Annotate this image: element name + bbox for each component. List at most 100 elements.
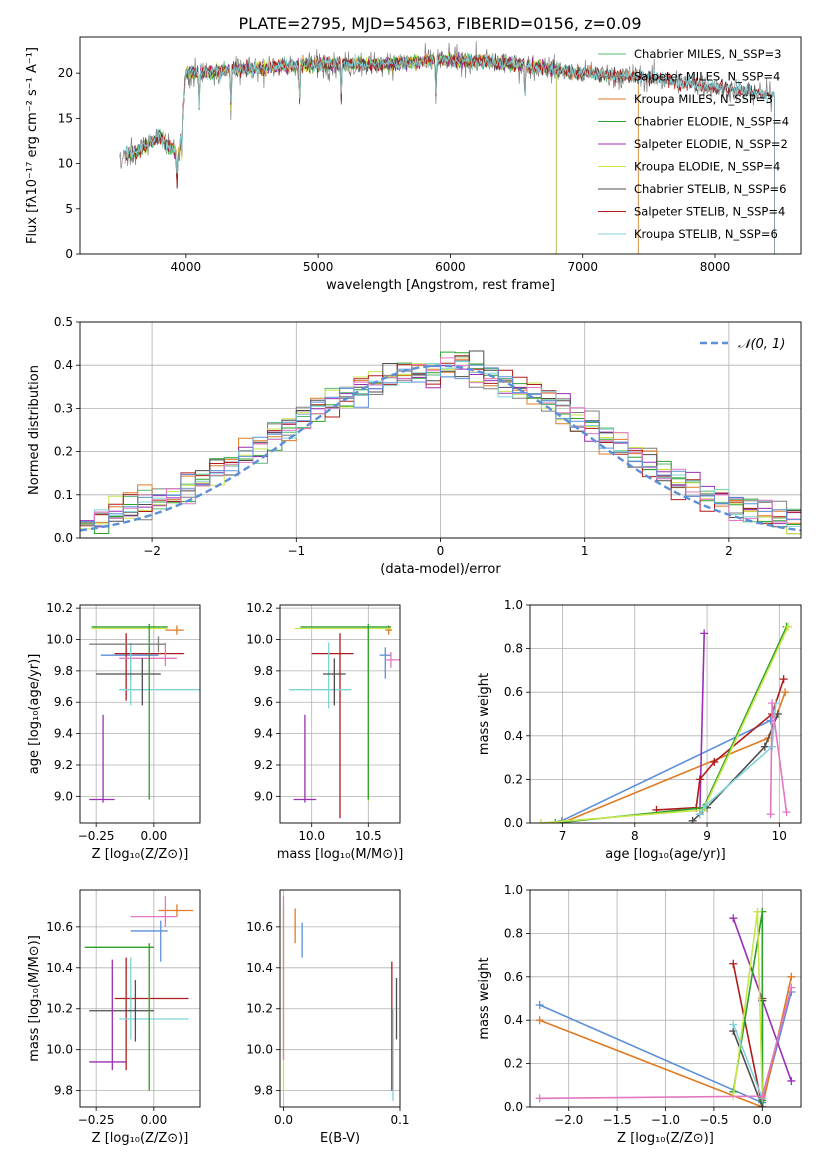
axes-frame xyxy=(79,604,201,824)
weight-marker xyxy=(535,1001,544,1010)
weight-marker xyxy=(695,775,704,784)
weight-marker xyxy=(557,819,566,823)
weight-line xyxy=(555,626,788,823)
weight-marker xyxy=(787,972,796,981)
mass-age-xtick-label: 10.5 xyxy=(355,829,382,843)
mass-age-ytick-label: 9.4 xyxy=(254,727,273,741)
axes-frame xyxy=(529,889,802,1108)
z-weight-plot xyxy=(535,907,796,1107)
errorbar-point xyxy=(89,636,166,653)
normal-curve xyxy=(80,364,801,532)
z-age-ytick-label: 10.2 xyxy=(46,601,73,615)
weight-marker xyxy=(758,1092,767,1101)
z-weight-ytick-label: 1.0 xyxy=(504,883,523,897)
errorbar-point xyxy=(130,896,177,927)
z-mass-ytick-label: 10.4 xyxy=(46,961,73,975)
errorbar-point xyxy=(89,714,115,803)
weight-marker xyxy=(782,808,791,817)
errorbar-point xyxy=(84,943,154,1091)
mass-age-xlabel: mass [log₁₀(M/M⊙)] xyxy=(277,847,404,862)
residuals-ytick-label: 0.4 xyxy=(54,358,73,372)
weight-line xyxy=(656,678,785,811)
residuals-legend: 𝒩(0, 1) xyxy=(700,337,785,352)
z-weight-ytick-label: 0.4 xyxy=(504,1013,523,1027)
age-weight-ytick-label: 0.4 xyxy=(504,729,523,743)
weight-marker xyxy=(695,810,704,819)
age-weight-plot xyxy=(536,622,792,823)
figure-title: PLATE=2795, MJD=54563, FIBERID=0156, z=0… xyxy=(238,14,641,33)
weight-marker xyxy=(781,688,790,697)
z-weight-ytick-label: 0.0 xyxy=(504,1100,523,1114)
spectrum-plot xyxy=(119,41,775,254)
axes-frame xyxy=(529,604,802,824)
z-age-ytick-label: 9.0 xyxy=(54,789,73,803)
spectrum-ylabel: Flux [fλ10⁻¹⁷ erg cm⁻² s⁻¹ A⁻¹] xyxy=(25,47,40,244)
legend-entry: Salpeter ELODIE, N_SSP=2 xyxy=(634,137,788,151)
legend-entry: Salpeter STELIB, N_SSP=4 xyxy=(634,205,785,219)
spectrum-axes: 4000 5000 6000 7000 8000 0 5 10 15 20 wavelength [… xyxy=(25,47,730,293)
weight-marker xyxy=(783,622,792,631)
weight-marker xyxy=(766,810,775,819)
ebv-mass-ytick-label: 9.8 xyxy=(254,1084,273,1098)
residuals-xtick-label: −2 xyxy=(143,544,161,558)
mass-age-ytick-label: 9.8 xyxy=(254,664,273,678)
weight-marker xyxy=(535,1016,544,1025)
errorbar-point xyxy=(379,647,391,679)
errorbar-point xyxy=(293,714,317,803)
spectrum-xtick-label: 8000 xyxy=(700,260,731,274)
z-age-ytick-label: 9.8 xyxy=(54,664,73,678)
legend-entry: Chabrier ELODIE, N_SSP=4 xyxy=(634,115,789,129)
errorbar-point xyxy=(323,658,346,706)
age-weight-ytick-label: 0.6 xyxy=(504,685,523,699)
weight-line xyxy=(539,976,793,1107)
weight-marker xyxy=(766,716,775,725)
errorbar-point xyxy=(119,642,177,667)
ebv-mass-ytick-label: 10.4 xyxy=(246,961,273,975)
weight-line xyxy=(540,626,789,823)
age-weight-xtick-label: 10 xyxy=(772,829,787,843)
weight-marker xyxy=(710,757,719,766)
axes-frame xyxy=(79,889,201,1108)
errorbar-point xyxy=(89,980,154,1042)
errorbar-point xyxy=(158,904,194,917)
ebv-mass-axes: 0.0 0.1 9.8 10.0 10.2 10.4 10.6 E(B-V) xyxy=(246,890,410,1146)
z-age-xlabel: Z [log₁₀(Z/Z⊙)] xyxy=(92,847,189,862)
residuals-ytick-label: 0.3 xyxy=(54,401,73,415)
mass-age-ytick-label: 10.2 xyxy=(246,601,273,615)
spectrum-series xyxy=(124,52,639,254)
weight-marker xyxy=(701,801,710,810)
errorbar-point xyxy=(96,658,161,706)
residuals-ytick-label: 0.2 xyxy=(54,445,73,459)
legend-entry: Kroupa STELIB, N_SSP=6 xyxy=(634,227,778,241)
residuals-plot xyxy=(80,350,801,535)
z-age-axes: −0.25 0.00 9.0 9.2 9.4 9.6 9.8 10.0 10.2 Z [log₁₀… xyxy=(27,601,200,862)
weight-marker xyxy=(700,629,709,638)
legend-entry: Kroupa MILES, N_SSP=3 xyxy=(634,92,773,106)
spectrum-ytick-label: 15 xyxy=(58,111,73,125)
z-age-plot xyxy=(89,623,200,803)
z-weight-xtick-label: −1.5 xyxy=(603,1113,632,1127)
z-mass-ytick-label: 10.2 xyxy=(46,1002,73,1016)
weight-marker xyxy=(768,699,777,708)
weight-marker xyxy=(729,914,738,923)
errorbar-point xyxy=(385,652,400,668)
age-weight-ylabel: mass weight xyxy=(477,673,492,755)
residuals-xlabel: (data-model)/error xyxy=(380,562,501,577)
mass-age-plot xyxy=(289,623,400,819)
weight-marker xyxy=(536,819,545,823)
weight-line xyxy=(561,691,786,823)
errorbar-point xyxy=(294,625,391,802)
ebv-mass-xlabel: E(B-V) xyxy=(320,1131,360,1146)
residuals-ytick-label: 0.1 xyxy=(54,488,73,502)
residuals-xtick-label: 2 xyxy=(725,544,733,558)
errorbar-point xyxy=(114,957,189,1071)
errorbar-point xyxy=(300,623,391,800)
z-mass-plot xyxy=(84,896,194,1091)
age-weight-xlabel: age [log₁₀(age/yr)] xyxy=(605,847,726,862)
weight-marker xyxy=(760,742,769,751)
weight-marker xyxy=(729,1020,738,1029)
spectrum-ytick-label: 20 xyxy=(58,66,73,80)
spectrum-xlabel: wavelength [Angstrom, rest frame] xyxy=(326,278,555,293)
z-weight-ytick-label: 0.2 xyxy=(504,1057,523,1071)
